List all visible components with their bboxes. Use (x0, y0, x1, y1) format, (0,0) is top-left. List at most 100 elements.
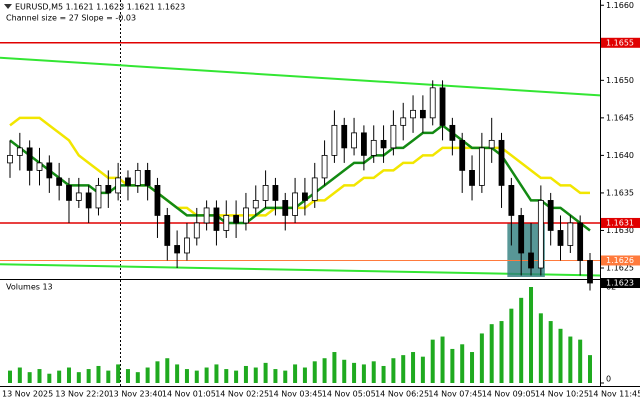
candle-body (360, 132, 367, 156)
volume-bar (499, 321, 504, 383)
candle-body (380, 139, 387, 149)
volume-bar (175, 364, 180, 383)
volume-bar (411, 352, 416, 383)
candle-body (331, 124, 338, 156)
y-tick-label: 1.1650 (606, 76, 634, 85)
volume-bar (568, 336, 573, 383)
candle-body (508, 185, 515, 216)
volume-bar (558, 328, 563, 383)
x-tick-label: 14 Nov 06:25 (375, 390, 429, 399)
volume-bar (371, 361, 376, 383)
x-tick-label: 14 Nov 03:45 (269, 390, 323, 399)
level-label: 1.1631 (606, 218, 634, 227)
volume-bar (204, 367, 209, 383)
volume-bar (184, 369, 189, 383)
volume-bar (253, 367, 258, 383)
volume-bar (243, 365, 248, 383)
candle-body (439, 87, 446, 126)
volume-bar (352, 362, 357, 383)
candle-body (547, 200, 554, 231)
candle-body (7, 154, 13, 164)
volume-bar (440, 336, 445, 383)
volume-bar (263, 362, 268, 383)
candle-body (154, 185, 161, 216)
y-tick-label: 1.1635 (606, 188, 634, 197)
candle-body (302, 192, 308, 201)
volume-bar (401, 355, 406, 383)
level-label: 1.1623 (606, 279, 634, 288)
volume-bar (37, 369, 42, 383)
candle-body (193, 222, 200, 239)
level-label: 1.1655 (606, 38, 634, 47)
level-label-bg (601, 278, 640, 289)
volume-bar (519, 297, 524, 383)
x-tick-label: 14 Nov 09:05 (482, 390, 536, 399)
candle-body (36, 162, 43, 171)
volume-bar (588, 355, 592, 383)
candle-body (429, 87, 436, 119)
chart-title: EURUSD,M5 1.1621 1.1623 1.1621 1.1623 (15, 3, 185, 12)
candle-body (85, 192, 92, 209)
volume-bar (489, 324, 494, 383)
x-tick-label: 14 Nov 01:05 (162, 390, 216, 399)
candle-body (488, 139, 495, 149)
candle-body (321, 154, 328, 179)
x-tick-label: 14 Nov 05:05 (322, 390, 376, 399)
candle-body (125, 177, 131, 186)
candle-body (518, 215, 525, 254)
volume-bar (145, 367, 150, 383)
x-tick-label: 14 Nov 10:25 (535, 390, 589, 399)
volume-bar (155, 361, 160, 383)
volume-bar (529, 287, 534, 383)
volume-bar (538, 313, 543, 383)
candle-body (262, 185, 269, 201)
volume-bar (214, 364, 219, 383)
candle-body (459, 139, 466, 171)
candle-body (252, 200, 259, 209)
channel-line (0, 56, 601, 97)
volume-bar (342, 359, 347, 383)
channel-line (0, 263, 601, 277)
candle-body (577, 222, 584, 261)
candle-body (115, 177, 122, 194)
volume-bar (430, 339, 435, 383)
plot-area (0, 42, 601, 383)
volume-bar (479, 333, 484, 383)
volume-bar (106, 370, 111, 383)
volume-bar (361, 364, 366, 383)
x-tick-label: 14 Nov 11:45 (588, 390, 640, 399)
candle-body (243, 207, 249, 224)
candle-body (567, 222, 574, 246)
volume-bar (273, 369, 278, 383)
y-tick-label: 1.1625 (606, 263, 634, 272)
x-tick-label: 13 Nov 22:20 (55, 390, 109, 399)
candle-body (528, 252, 534, 269)
volume-bar (76, 372, 81, 383)
x-tick-label: 13 Nov 23:40 (109, 390, 163, 399)
y-tick-label: 1.1640 (606, 151, 634, 160)
candle-body (203, 207, 210, 224)
volume-bar (116, 364, 121, 383)
candle-body (95, 185, 102, 209)
volume-bar (86, 369, 91, 383)
volume-bar (450, 348, 455, 383)
volume-bar (66, 367, 71, 383)
y-tick-label: 1.1660 (606, 1, 634, 10)
candle-body (223, 215, 230, 231)
level-label-bg (601, 255, 640, 266)
candle-body (341, 124, 348, 149)
volume-bar (509, 308, 514, 383)
candle-body (184, 237, 190, 254)
y-tick-label: 1.1630 (606, 226, 634, 235)
x-tick-label: 14 Nov 02:25 (215, 390, 269, 399)
candle-body (449, 124, 456, 141)
volume-bar (460, 344, 465, 383)
candle-body (587, 260, 593, 284)
volume-bar (47, 373, 52, 383)
candle-body (56, 177, 63, 186)
candle-body (410, 109, 416, 119)
candle-body (26, 147, 33, 171)
candle-body (213, 207, 220, 231)
chart-subtitle: Channel size = 27 Slope = -0.03 (6, 14, 136, 23)
